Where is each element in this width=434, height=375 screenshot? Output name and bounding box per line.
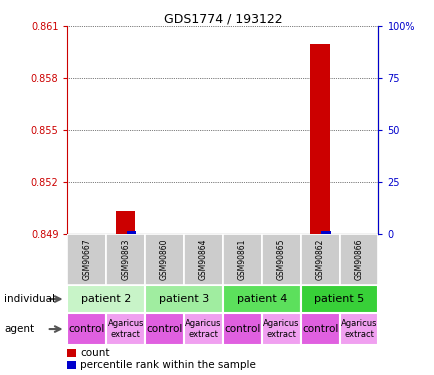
Text: count: count bbox=[80, 348, 110, 358]
Text: agent: agent bbox=[4, 324, 34, 334]
Bar bbox=[300, 285, 378, 313]
Text: GSM90865: GSM90865 bbox=[276, 239, 285, 280]
Bar bbox=[67, 313, 106, 345]
Bar bbox=[67, 361, 76, 369]
Bar bbox=[300, 313, 339, 345]
Text: control: control bbox=[301, 324, 338, 334]
Text: patient 2: patient 2 bbox=[81, 294, 131, 304]
Text: patient 4: patient 4 bbox=[236, 294, 286, 304]
Bar bbox=[126, 231, 136, 234]
Bar bbox=[339, 234, 378, 285]
Text: patient 3: patient 3 bbox=[158, 294, 209, 304]
Bar bbox=[320, 231, 330, 234]
Text: control: control bbox=[146, 324, 182, 334]
Bar bbox=[67, 285, 145, 313]
Bar bbox=[184, 313, 222, 345]
Bar bbox=[106, 234, 145, 285]
Bar bbox=[145, 313, 184, 345]
Bar bbox=[261, 313, 300, 345]
Text: control: control bbox=[69, 324, 105, 334]
Text: Agaricus
extract: Agaricus extract bbox=[107, 320, 144, 339]
Bar bbox=[67, 234, 106, 285]
Bar bbox=[222, 285, 300, 313]
Bar bbox=[184, 234, 222, 285]
Title: GDS1774 / 193122: GDS1774 / 193122 bbox=[163, 12, 282, 25]
Bar bbox=[116, 211, 135, 234]
Text: GSM90860: GSM90860 bbox=[160, 239, 169, 280]
Bar bbox=[145, 234, 184, 285]
Text: GSM90861: GSM90861 bbox=[237, 239, 247, 280]
Text: percentile rank within the sample: percentile rank within the sample bbox=[80, 360, 256, 370]
Text: GSM90864: GSM90864 bbox=[198, 239, 207, 280]
Text: control: control bbox=[224, 324, 260, 334]
Text: GSM90866: GSM90866 bbox=[354, 239, 363, 280]
Text: Agaricus
extract: Agaricus extract bbox=[263, 320, 299, 339]
Text: patient 5: patient 5 bbox=[314, 294, 364, 304]
Bar bbox=[106, 313, 145, 345]
Bar bbox=[222, 313, 261, 345]
Bar bbox=[222, 234, 261, 285]
Bar bbox=[67, 349, 76, 357]
Text: GSM90863: GSM90863 bbox=[121, 239, 130, 280]
Bar bbox=[261, 234, 300, 285]
Text: Agaricus
extract: Agaricus extract bbox=[340, 320, 376, 339]
Text: GSM90862: GSM90862 bbox=[315, 239, 324, 280]
Text: individual: individual bbox=[4, 294, 55, 304]
Text: Agaricus
extract: Agaricus extract bbox=[185, 320, 221, 339]
Bar bbox=[339, 313, 378, 345]
Bar bbox=[145, 285, 222, 313]
Bar bbox=[300, 234, 339, 285]
Text: GSM90667: GSM90667 bbox=[82, 239, 91, 280]
Bar bbox=[310, 44, 329, 234]
